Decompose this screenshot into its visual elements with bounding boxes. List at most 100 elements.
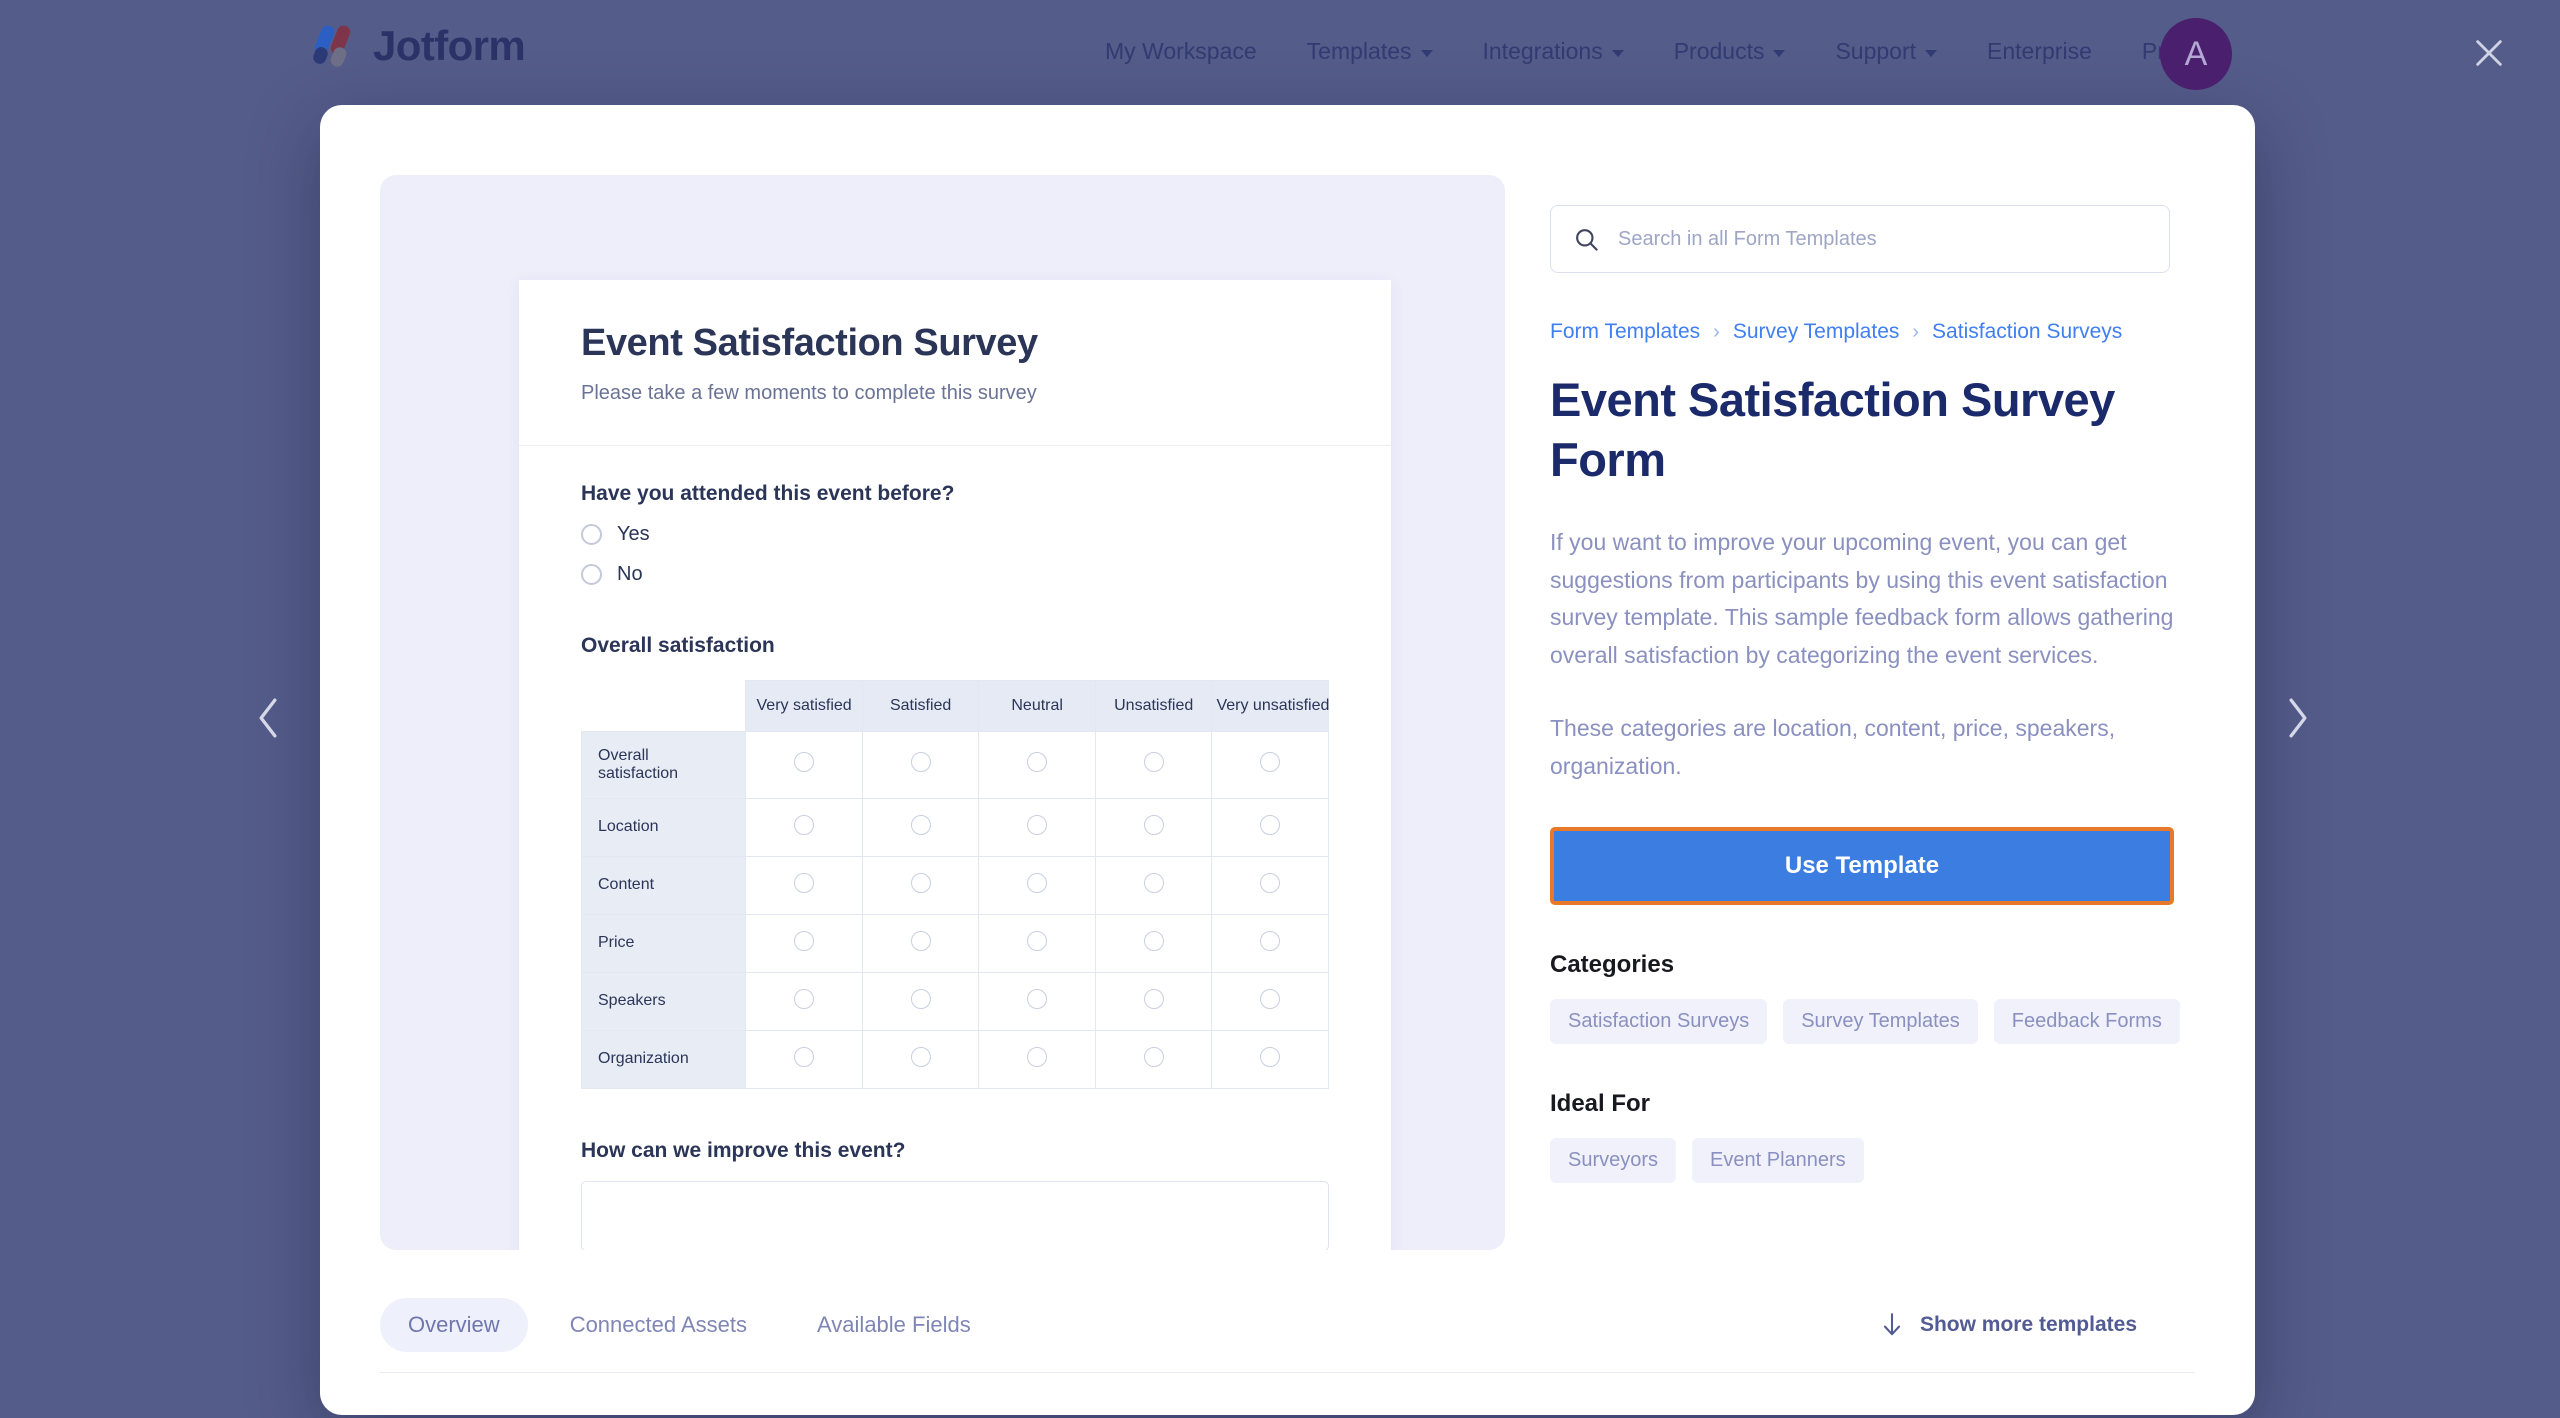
matrix-cell[interactable] [1094,1029,1213,1089]
tab-available-fields[interactable]: Available Fields [789,1298,999,1352]
radio-icon[interactable] [581,563,602,585]
radio-icon[interactable] [581,523,602,545]
radio-icon[interactable] [910,930,931,951]
radio-icon[interactable] [794,814,815,835]
categories-heading: Categories [1550,951,1675,979]
matrix-cell[interactable] [978,971,1096,1031]
avatar[interactable]: A [2160,18,2232,90]
radio-icon[interactable] [1143,814,1164,835]
matrix-cell[interactable] [978,913,1096,973]
category-tag-feedback-forms[interactable]: Feedback Forms [1993,999,2180,1045]
close-modal-button[interactable] [2466,30,2512,76]
matrix-cell[interactable] [1211,797,1329,857]
matrix-cell[interactable] [1211,913,1329,973]
search-box[interactable] [1550,205,2170,273]
jotform-logo[interactable]: Jotform [311,22,526,70]
use-template-button[interactable]: Use Template [1550,827,2174,906]
nav-item-products[interactable]: Products [1649,38,1811,65]
matrix-cell[interactable] [978,855,1096,915]
search-icon [1576,228,1598,251]
nav-item-integrations[interactable]: Integrations [1458,38,1649,65]
radio-icon[interactable] [910,752,931,773]
previous-template-button[interactable] [240,690,296,746]
matrix-cell[interactable] [861,913,980,973]
radio-icon[interactable] [794,1046,815,1067]
close-icon [2476,40,2502,66]
tab-overview[interactable]: Overview [380,1298,528,1352]
radio-icon[interactable] [1143,872,1164,893]
radio-icon[interactable] [794,988,815,1009]
tab-label: Overview [408,1312,500,1337]
radio-icon[interactable] [1027,1046,1048,1067]
matrix-cell[interactable] [861,730,980,799]
matrix-cell[interactable] [745,1029,863,1089]
radio-icon[interactable] [794,752,815,773]
radio-icon[interactable] [1027,814,1048,835]
radio-icon[interactable] [1260,814,1281,835]
radio-icon[interactable] [1260,930,1281,951]
radio-icon[interactable] [1143,752,1164,773]
radio-icon[interactable] [910,814,931,835]
matrix-cell[interactable] [1094,797,1213,857]
radio-icon[interactable] [1260,752,1281,773]
matrix-cell[interactable] [745,730,863,799]
search-input[interactable] [1618,227,2147,251]
breadcrumb-item-form-templates[interactable]: Form Templates [1550,320,1701,343]
matrix-cell[interactable] [978,730,1096,799]
matrix-cell[interactable] [1094,730,1213,799]
matrix-cell[interactable] [745,913,863,973]
nav-item-templates[interactable]: Templates [1282,38,1458,65]
nav-item-support[interactable]: Support [1810,38,1962,65]
radio-icon[interactable] [1027,988,1048,1009]
ideal-for-tag-event-planners[interactable]: Event Planners [1692,1138,1864,1184]
matrix-cell[interactable] [978,797,1096,857]
radio-icon[interactable] [910,988,931,1009]
matrix-cell[interactable] [1211,1029,1329,1089]
nav-label: Enterprise [1987,38,2092,64]
radio-icon[interactable] [1143,930,1164,951]
radio-icon[interactable] [794,872,815,893]
tab-connected-assets[interactable]: Connected Assets [542,1298,775,1352]
breadcrumb-item-satisfaction-surveys[interactable]: Satisfaction Surveys [1932,320,2123,343]
radio-icon[interactable] [1260,988,1281,1009]
matrix-cell[interactable] [1211,855,1329,915]
matrix-cell[interactable] [745,797,863,857]
matrix-cell[interactable] [745,971,863,1031]
categories-tag-list: Satisfaction Surveys Survey Templates Fe… [1550,999,2190,1045]
radio-icon[interactable] [1143,1046,1164,1067]
category-tag-satisfaction-surveys[interactable]: Satisfaction Surveys [1550,999,1768,1045]
radio-icon[interactable] [1260,1046,1281,1067]
matrix-cell[interactable] [1211,730,1329,799]
radio-icon[interactable] [910,872,931,893]
matrix-cell[interactable] [1094,913,1213,973]
next-template-button[interactable] [2270,690,2326,746]
radio-icon[interactable] [1027,930,1048,951]
matrix-cell[interactable] [1211,971,1329,1031]
matrix-cell[interactable] [978,1029,1096,1089]
radio-icon[interactable] [1027,752,1048,773]
show-more-templates-button[interactable]: Show more templates [1881,1312,2137,1338]
matrix-cell[interactable] [861,855,980,915]
jotform-logo-icon [311,23,359,69]
ideal-for-tag-surveyors[interactable]: Surveyors [1550,1138,1677,1184]
matrix-cell[interactable] [1094,855,1213,915]
breadcrumb-item-survey-templates[interactable]: Survey Templates [1732,320,1900,343]
radio-option-yes[interactable]: Yes [581,523,1329,546]
nav-links: My Workspace Templates Integrations Prod… [1080,38,2237,65]
chevron-down-icon [1925,49,1938,57]
radio-icon[interactable] [1027,872,1048,893]
matrix-cell[interactable] [861,1029,980,1089]
radio-icon[interactable] [1260,872,1281,893]
nav-item-my-workspace[interactable]: My Workspace [1080,38,1282,65]
radio-icon[interactable] [794,930,815,951]
nav-item-enterprise[interactable]: Enterprise [1962,38,2117,65]
radio-icon[interactable] [910,1046,931,1067]
improvement-textarea[interactable] [581,1180,1329,1250]
matrix-cell[interactable] [1094,971,1213,1031]
radio-option-no[interactable]: No [581,563,1329,586]
matrix-cell[interactable] [861,971,980,1031]
category-tag-survey-templates[interactable]: Survey Templates [1783,999,1978,1045]
matrix-cell[interactable] [745,855,863,915]
matrix-cell[interactable] [861,797,980,857]
radio-icon[interactable] [1143,988,1164,1009]
